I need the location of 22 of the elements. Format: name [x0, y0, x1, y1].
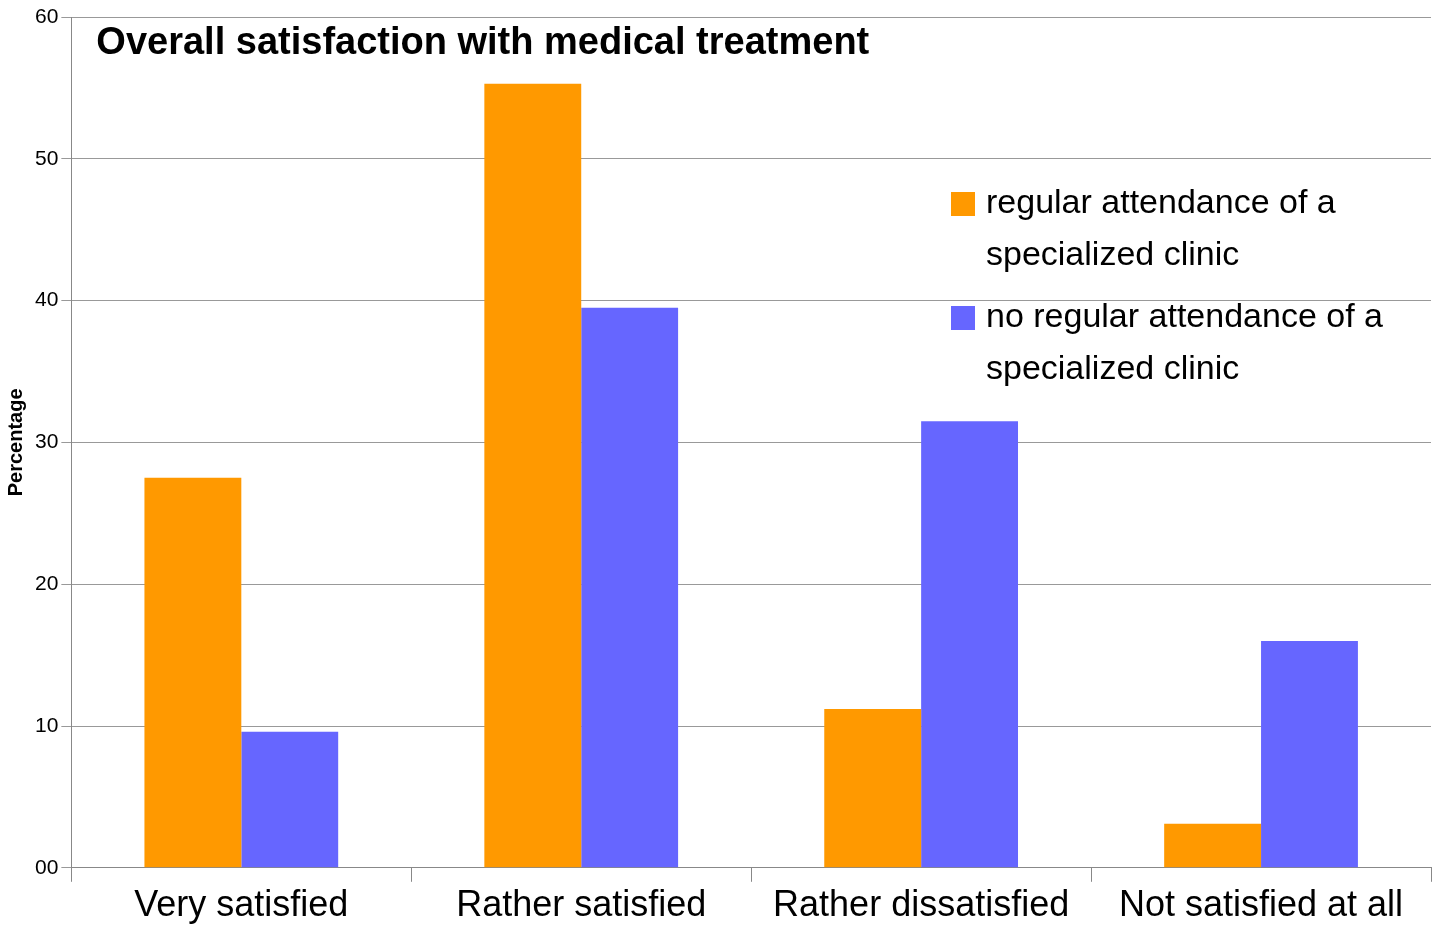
y-tick-label: 20 [35, 571, 59, 594]
y-tick-label: 50 [35, 145, 59, 169]
y-axis-title: Percentage [3, 388, 26, 497]
bar [1164, 823, 1262, 868]
x-tick-label: Not satisfied at all [1118, 883, 1404, 925]
x-tick-label: Rather satisfied [456, 883, 707, 925]
y-tick-label: 10 [35, 712, 59, 736]
y-tick-label: 00 [35, 854, 59, 878]
bar [144, 477, 242, 868]
bar [1261, 640, 1358, 868]
bar [921, 421, 1019, 868]
chart-title: Overall satisfaction with medical treatment [96, 20, 870, 63]
bar [484, 83, 582, 868]
y-tick-label: 30 [35, 429, 59, 453]
x-tick-label: Rather dissatisfied [773, 883, 1070, 925]
bar [824, 708, 922, 868]
x-tick-label: Very satisfied [134, 883, 349, 925]
bar [581, 307, 679, 868]
y-tick-label: 60 [35, 3, 59, 27]
y-tick-label: 40 [35, 287, 59, 311]
bar [241, 731, 339, 868]
legend-label: no regular attendance of a specialized clinic [986, 296, 1384, 387]
